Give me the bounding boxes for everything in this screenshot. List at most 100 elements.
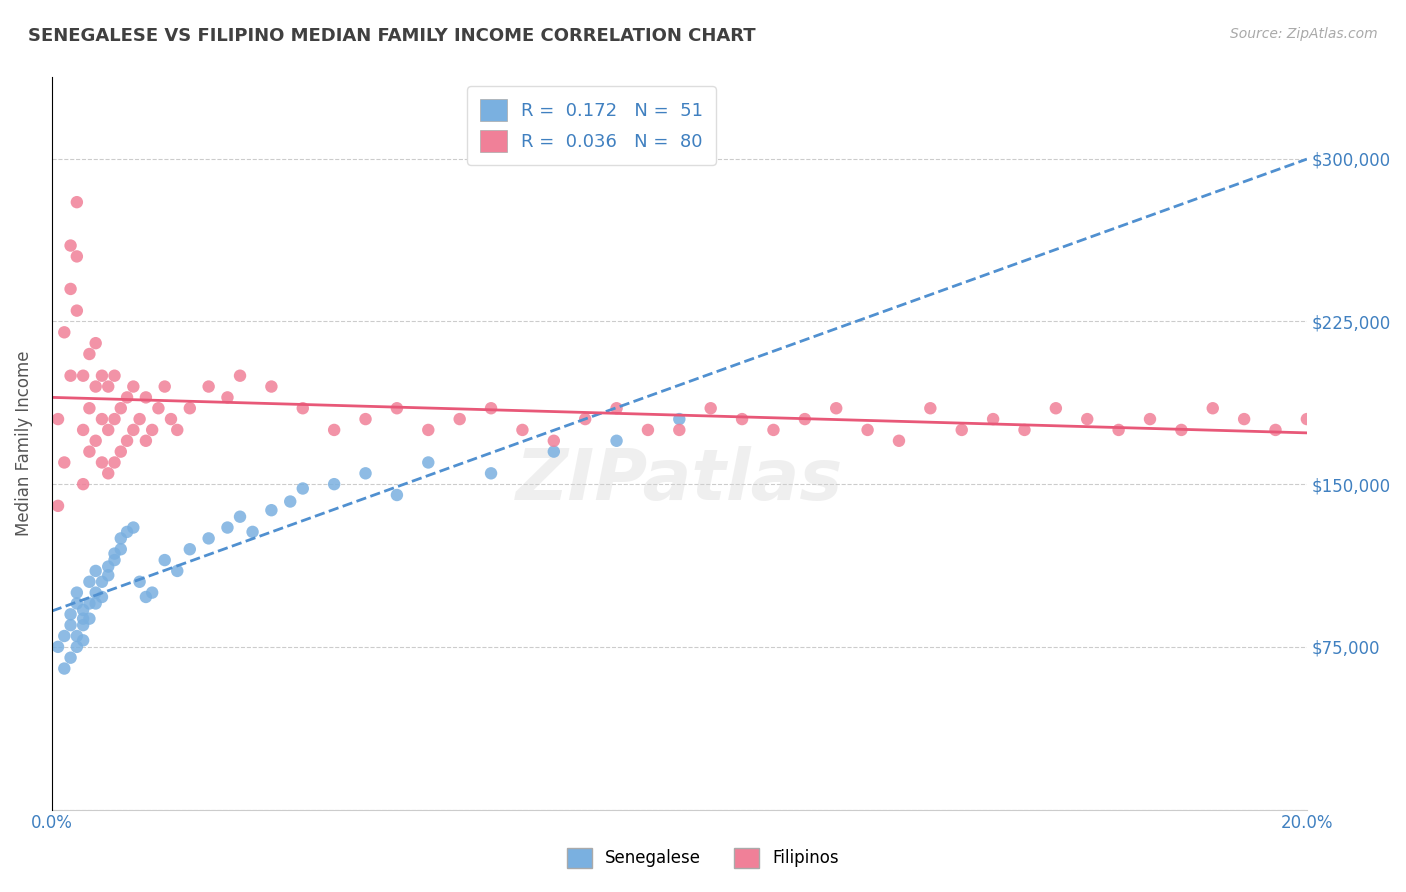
Point — [1139, 412, 1161, 426]
Point — [59, 368, 82, 383]
Point — [128, 412, 150, 426]
Point — [148, 401, 170, 416]
Point — [97, 467, 120, 481]
Point — [66, 195, 89, 210]
Point — [46, 412, 69, 426]
Point — [115, 391, 138, 405]
Point — [856, 423, 879, 437]
Point — [699, 401, 721, 416]
Point — [217, 520, 239, 534]
Point — [66, 585, 89, 599]
Point — [91, 574, 114, 589]
Point — [135, 391, 157, 405]
Point — [46, 499, 69, 513]
Point — [103, 553, 125, 567]
Point — [110, 444, 132, 458]
Point — [229, 509, 252, 524]
Point — [79, 347, 101, 361]
Point — [606, 434, 628, 448]
Point — [574, 412, 596, 426]
Point — [1296, 412, 1319, 426]
Point — [179, 542, 201, 557]
Point — [59, 650, 82, 665]
Point — [825, 401, 848, 416]
Text: ZIPatlas: ZIPatlas — [516, 446, 844, 515]
Point — [66, 640, 89, 654]
Legend: Senegalese, Filipinos: Senegalese, Filipinos — [560, 841, 846, 875]
Point — [91, 412, 114, 426]
Point — [242, 524, 264, 539]
Point — [179, 401, 201, 416]
Point — [1264, 423, 1286, 437]
Point — [217, 391, 239, 405]
Point — [135, 434, 157, 448]
Point — [160, 412, 183, 426]
Point — [354, 467, 377, 481]
Point — [72, 612, 94, 626]
Point — [260, 503, 283, 517]
Point — [79, 444, 101, 458]
Point — [793, 412, 815, 426]
Point — [66, 249, 89, 263]
Point — [153, 379, 176, 393]
Point — [103, 455, 125, 469]
Point — [1045, 401, 1067, 416]
Point — [920, 401, 942, 416]
Point — [72, 368, 94, 383]
Point — [53, 661, 76, 675]
Point — [637, 423, 659, 437]
Point — [981, 412, 1004, 426]
Point — [84, 434, 107, 448]
Point — [53, 629, 76, 643]
Point — [950, 423, 973, 437]
Point — [887, 434, 910, 448]
Point — [46, 640, 69, 654]
Point — [323, 423, 346, 437]
Point — [59, 238, 82, 252]
Point — [115, 434, 138, 448]
Point — [53, 326, 76, 340]
Point — [1108, 423, 1130, 437]
Point — [479, 467, 502, 481]
Point — [128, 574, 150, 589]
Point — [59, 607, 82, 622]
Point — [1202, 401, 1225, 416]
Point — [141, 585, 163, 599]
Text: SENEGALESE VS FILIPINO MEDIAN FAMILY INCOME CORRELATION CHART: SENEGALESE VS FILIPINO MEDIAN FAMILY INC… — [28, 27, 756, 45]
Point — [197, 379, 219, 393]
Point — [479, 401, 502, 416]
Point — [260, 379, 283, 393]
Point — [97, 559, 120, 574]
Point — [512, 423, 534, 437]
Point — [1076, 412, 1098, 426]
Point — [79, 612, 101, 626]
Point — [110, 532, 132, 546]
Point — [72, 603, 94, 617]
Point — [53, 455, 76, 469]
Point — [153, 553, 176, 567]
Point — [66, 303, 89, 318]
Point — [197, 532, 219, 546]
Point — [291, 482, 314, 496]
Point — [668, 412, 690, 426]
Point — [97, 379, 120, 393]
Point — [606, 401, 628, 416]
Point — [84, 336, 107, 351]
Point — [141, 423, 163, 437]
Point — [91, 590, 114, 604]
Point — [122, 520, 145, 534]
Point — [72, 477, 94, 491]
Point — [84, 379, 107, 393]
Point — [762, 423, 785, 437]
Point — [103, 368, 125, 383]
Point — [84, 585, 107, 599]
Point — [122, 379, 145, 393]
Point — [166, 564, 188, 578]
Point — [79, 597, 101, 611]
Point — [103, 547, 125, 561]
Point — [72, 633, 94, 648]
Point — [543, 434, 565, 448]
Point — [84, 597, 107, 611]
Point — [1014, 423, 1036, 437]
Point — [72, 423, 94, 437]
